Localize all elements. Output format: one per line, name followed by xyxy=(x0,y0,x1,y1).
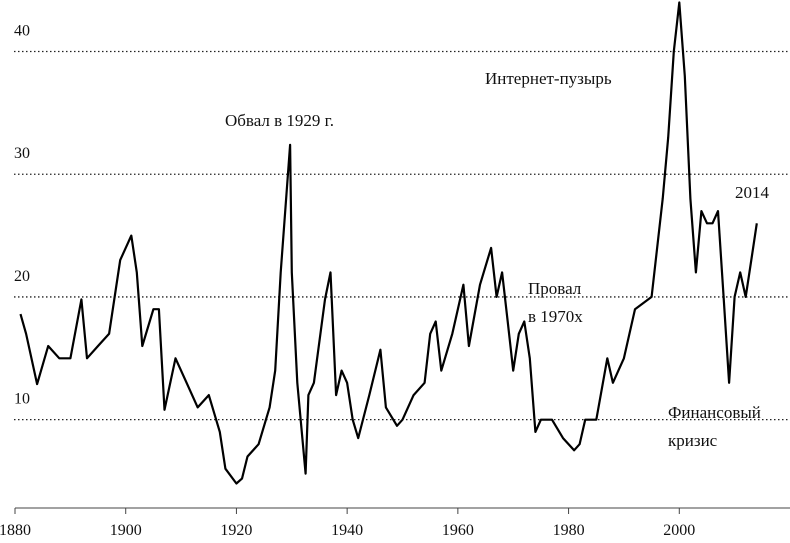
annotation: 2014 xyxy=(735,183,770,202)
x-tick-label: 2000 xyxy=(663,522,695,539)
y-tick-label: 10 xyxy=(14,391,30,408)
data-line xyxy=(19,1,758,485)
annotation: кризис xyxy=(668,431,718,450)
annotation: Финансовый xyxy=(668,403,761,422)
annotation: Интернет-пузырь xyxy=(485,69,612,88)
y-tick-label: 30 xyxy=(14,145,30,162)
x-tick-label: 1940 xyxy=(331,522,363,539)
x-tick-label: 1980 xyxy=(553,522,585,539)
annotation: в 1970х xyxy=(528,307,583,326)
x-tick-label: 1920 xyxy=(220,522,252,539)
annotation: Провал xyxy=(528,279,582,298)
x-tick-label: 1960 xyxy=(442,522,474,539)
y-tick-label: 40 xyxy=(14,23,30,40)
x-tick-label: 1900 xyxy=(110,522,142,539)
x-tick-label: 1880 xyxy=(0,522,31,539)
y-tick-label: 20 xyxy=(14,268,30,285)
annotation: Обвал в 1929 г. xyxy=(225,111,334,130)
